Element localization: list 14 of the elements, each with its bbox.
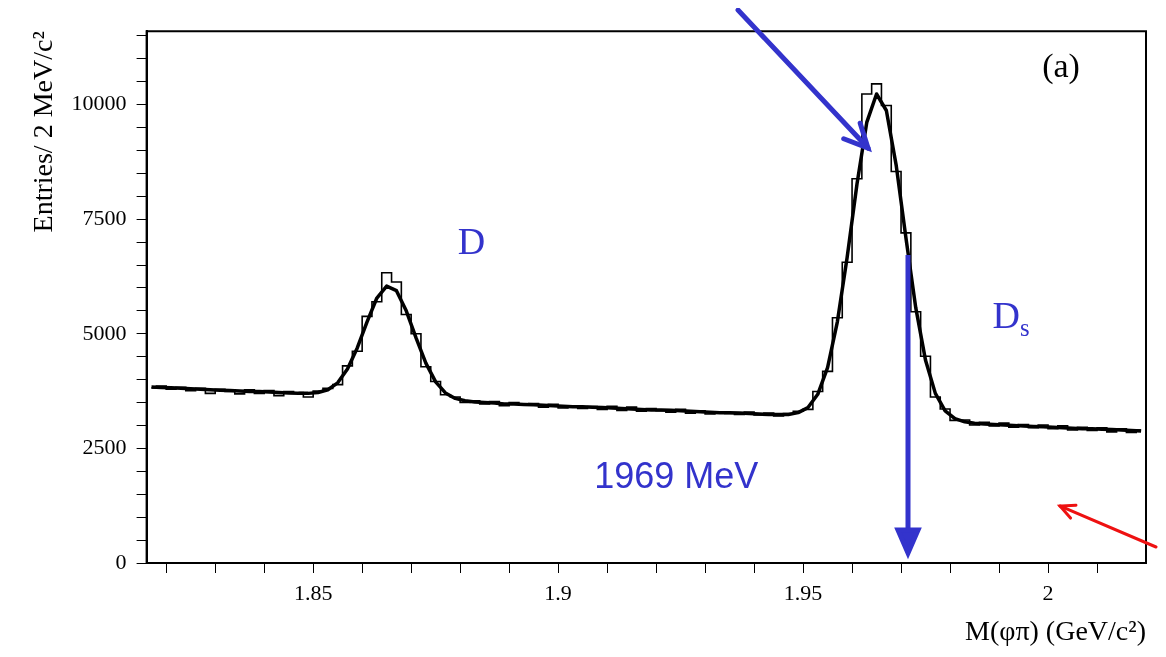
y-tick-label: 7500	[82, 204, 127, 230]
x-tick-label: 1.95	[783, 579, 823, 605]
y-tick-label: 0	[115, 548, 127, 574]
x-axis-title: M(φπ) (GeV/c²)	[965, 614, 1146, 646]
x-tick-label: 1.85	[293, 579, 333, 605]
x-tick-label: 1.9	[544, 579, 572, 605]
y-axis-title: Entries/ 2 MeV/c²	[27, 31, 59, 233]
annotation: D	[457, 219, 486, 262]
x-tick-label: 2	[1042, 579, 1054, 605]
annotation: (a)	[1042, 47, 1080, 86]
y-tick-label: 5000	[82, 319, 127, 345]
annotation: 1969 MeV	[594, 454, 759, 496]
y-tick-label: 10000	[71, 90, 127, 116]
y-tick-label: 2500	[82, 434, 127, 460]
